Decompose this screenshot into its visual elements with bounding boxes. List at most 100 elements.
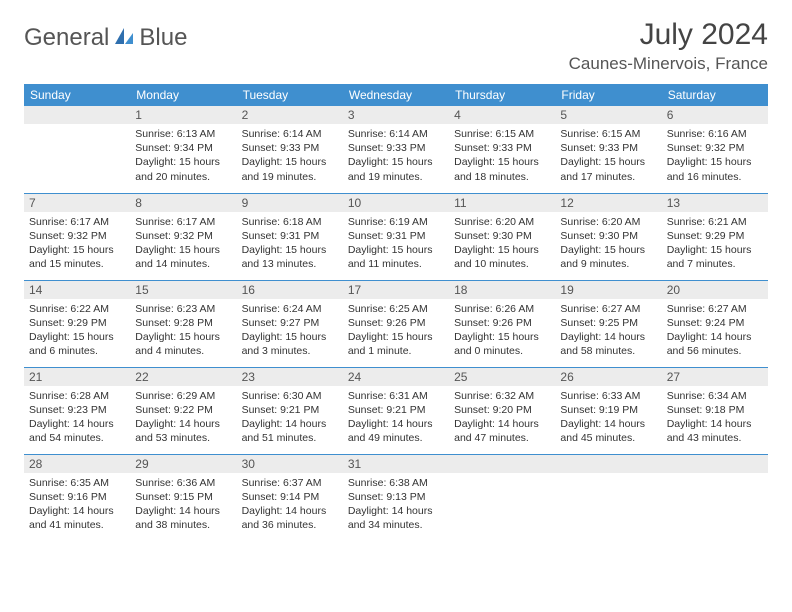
sunset-line: Sunset: 9:24 PM bbox=[667, 316, 763, 330]
daylight-line: Daylight: 15 hours and 0 minutes. bbox=[454, 330, 550, 358]
sunset-line: Sunset: 9:33 PM bbox=[348, 141, 444, 155]
day-body: Sunrise: 6:28 AMSunset: 9:23 PMDaylight:… bbox=[24, 386, 130, 450]
day-body: Sunrise: 6:16 AMSunset: 9:32 PMDaylight:… bbox=[662, 124, 768, 188]
day-number: 3 bbox=[343, 106, 449, 124]
sunrise-line: Sunrise: 6:14 AM bbox=[242, 127, 338, 141]
sunrise-line: Sunrise: 6:20 AM bbox=[560, 215, 656, 229]
calendar-cell: 29Sunrise: 6:36 AMSunset: 9:15 PMDayligh… bbox=[130, 454, 236, 541]
calendar-cell: 25Sunrise: 6:32 AMSunset: 9:20 PMDayligh… bbox=[449, 367, 555, 454]
sunset-line: Sunset: 9:16 PM bbox=[29, 490, 125, 504]
day-body: Sunrise: 6:24 AMSunset: 9:27 PMDaylight:… bbox=[237, 299, 343, 363]
daylight-line: Daylight: 15 hours and 6 minutes. bbox=[29, 330, 125, 358]
calendar-cell: 30Sunrise: 6:37 AMSunset: 9:14 PMDayligh… bbox=[237, 454, 343, 541]
sail-icon bbox=[113, 26, 135, 51]
day-number: 17 bbox=[343, 281, 449, 299]
day-body: Sunrise: 6:25 AMSunset: 9:26 PMDaylight:… bbox=[343, 299, 449, 363]
calendar-cell: 9Sunrise: 6:18 AMSunset: 9:31 PMDaylight… bbox=[237, 193, 343, 280]
calendar-cell: 8Sunrise: 6:17 AMSunset: 9:32 PMDaylight… bbox=[130, 193, 236, 280]
day-body: Sunrise: 6:34 AMSunset: 9:18 PMDaylight:… bbox=[662, 386, 768, 450]
day-body: Sunrise: 6:20 AMSunset: 9:30 PMDaylight:… bbox=[449, 212, 555, 276]
day-number: 5 bbox=[555, 106, 661, 124]
day-number: 30 bbox=[237, 455, 343, 473]
day-number: 10 bbox=[343, 194, 449, 212]
daylight-line: Daylight: 15 hours and 16 minutes. bbox=[667, 155, 763, 183]
calendar-cell: 2Sunrise: 6:14 AMSunset: 9:33 PMDaylight… bbox=[237, 106, 343, 193]
daylight-line: Daylight: 14 hours and 43 minutes. bbox=[667, 417, 763, 445]
sunrise-line: Sunrise: 6:13 AM bbox=[135, 127, 231, 141]
day-number: 6 bbox=[662, 106, 768, 124]
day-body: Sunrise: 6:29 AMSunset: 9:22 PMDaylight:… bbox=[130, 386, 236, 450]
sunset-line: Sunset: 9:14 PM bbox=[242, 490, 338, 504]
daylight-line: Daylight: 15 hours and 11 minutes. bbox=[348, 243, 444, 271]
day-body: Sunrise: 6:27 AMSunset: 9:24 PMDaylight:… bbox=[662, 299, 768, 363]
calendar-cell: 27Sunrise: 6:34 AMSunset: 9:18 PMDayligh… bbox=[662, 367, 768, 454]
weekday-header: Tuesday bbox=[237, 84, 343, 106]
sunrise-line: Sunrise: 6:31 AM bbox=[348, 389, 444, 403]
day-number bbox=[662, 455, 768, 473]
day-body: Sunrise: 6:17 AMSunset: 9:32 PMDaylight:… bbox=[24, 212, 130, 276]
sunrise-line: Sunrise: 6:29 AM bbox=[135, 389, 231, 403]
sunset-line: Sunset: 9:21 PM bbox=[348, 403, 444, 417]
calendar-cell: 14Sunrise: 6:22 AMSunset: 9:29 PMDayligh… bbox=[24, 280, 130, 367]
day-body: Sunrise: 6:15 AMSunset: 9:33 PMDaylight:… bbox=[555, 124, 661, 188]
daylight-line: Daylight: 15 hours and 13 minutes. bbox=[242, 243, 338, 271]
sunset-line: Sunset: 9:26 PM bbox=[454, 316, 550, 330]
daylight-line: Daylight: 14 hours and 54 minutes. bbox=[29, 417, 125, 445]
day-number: 11 bbox=[449, 194, 555, 212]
day-number: 2 bbox=[237, 106, 343, 124]
sunset-line: Sunset: 9:13 PM bbox=[348, 490, 444, 504]
calendar-cell bbox=[449, 454, 555, 541]
calendar-cell: 17Sunrise: 6:25 AMSunset: 9:26 PMDayligh… bbox=[343, 280, 449, 367]
calendar-row: 7Sunrise: 6:17 AMSunset: 9:32 PMDaylight… bbox=[24, 193, 768, 280]
sunrise-line: Sunrise: 6:22 AM bbox=[29, 302, 125, 316]
sunrise-line: Sunrise: 6:19 AM bbox=[348, 215, 444, 229]
day-body: Sunrise: 6:35 AMSunset: 9:16 PMDaylight:… bbox=[24, 473, 130, 537]
day-body: Sunrise: 6:20 AMSunset: 9:30 PMDaylight:… bbox=[555, 212, 661, 276]
sunrise-line: Sunrise: 6:38 AM bbox=[348, 476, 444, 490]
calendar-cell: 7Sunrise: 6:17 AMSunset: 9:32 PMDaylight… bbox=[24, 193, 130, 280]
day-number: 21 bbox=[24, 368, 130, 386]
calendar-cell: 3Sunrise: 6:14 AMSunset: 9:33 PMDaylight… bbox=[343, 106, 449, 193]
day-number: 12 bbox=[555, 194, 661, 212]
calendar-table: Sunday Monday Tuesday Wednesday Thursday… bbox=[24, 84, 768, 541]
sunset-line: Sunset: 9:18 PM bbox=[667, 403, 763, 417]
sunset-line: Sunset: 9:32 PM bbox=[29, 229, 125, 243]
calendar-cell: 19Sunrise: 6:27 AMSunset: 9:25 PMDayligh… bbox=[555, 280, 661, 367]
daylight-line: Daylight: 14 hours and 38 minutes. bbox=[135, 504, 231, 532]
sunset-line: Sunset: 9:20 PM bbox=[454, 403, 550, 417]
sunset-line: Sunset: 9:33 PM bbox=[560, 141, 656, 155]
sunset-line: Sunset: 9:21 PM bbox=[242, 403, 338, 417]
day-number: 19 bbox=[555, 281, 661, 299]
sunset-line: Sunset: 9:26 PM bbox=[348, 316, 444, 330]
daylight-line: Daylight: 15 hours and 3 minutes. bbox=[242, 330, 338, 358]
sunrise-line: Sunrise: 6:28 AM bbox=[29, 389, 125, 403]
calendar-cell: 16Sunrise: 6:24 AMSunset: 9:27 PMDayligh… bbox=[237, 280, 343, 367]
day-body: Sunrise: 6:17 AMSunset: 9:32 PMDaylight:… bbox=[130, 212, 236, 276]
sunset-line: Sunset: 9:25 PM bbox=[560, 316, 656, 330]
daylight-line: Daylight: 14 hours and 53 minutes. bbox=[135, 417, 231, 445]
daylight-line: Daylight: 15 hours and 15 minutes. bbox=[29, 243, 125, 271]
sunset-line: Sunset: 9:32 PM bbox=[135, 229, 231, 243]
sunrise-line: Sunrise: 6:37 AM bbox=[242, 476, 338, 490]
calendar-cell: 11Sunrise: 6:20 AMSunset: 9:30 PMDayligh… bbox=[449, 193, 555, 280]
sunset-line: Sunset: 9:29 PM bbox=[29, 316, 125, 330]
daylight-line: Daylight: 15 hours and 19 minutes. bbox=[348, 155, 444, 183]
sunrise-line: Sunrise: 6:36 AM bbox=[135, 476, 231, 490]
sunset-line: Sunset: 9:30 PM bbox=[560, 229, 656, 243]
sunset-line: Sunset: 9:31 PM bbox=[242, 229, 338, 243]
calendar-cell: 15Sunrise: 6:23 AMSunset: 9:28 PMDayligh… bbox=[130, 280, 236, 367]
header: General Blue July 2024 Caunes-Minervois,… bbox=[24, 18, 768, 74]
sunrise-line: Sunrise: 6:20 AM bbox=[454, 215, 550, 229]
daylight-line: Daylight: 15 hours and 10 minutes. bbox=[454, 243, 550, 271]
day-body: Sunrise: 6:19 AMSunset: 9:31 PMDaylight:… bbox=[343, 212, 449, 276]
day-body: Sunrise: 6:26 AMSunset: 9:26 PMDaylight:… bbox=[449, 299, 555, 363]
weekday-header: Monday bbox=[130, 84, 236, 106]
calendar-cell: 26Sunrise: 6:33 AMSunset: 9:19 PMDayligh… bbox=[555, 367, 661, 454]
calendar-row: 1Sunrise: 6:13 AMSunset: 9:34 PMDaylight… bbox=[24, 106, 768, 193]
sunrise-line: Sunrise: 6:23 AM bbox=[135, 302, 231, 316]
day-number: 15 bbox=[130, 281, 236, 299]
day-body: Sunrise: 6:21 AMSunset: 9:29 PMDaylight:… bbox=[662, 212, 768, 276]
sunset-line: Sunset: 9:27 PM bbox=[242, 316, 338, 330]
weekday-header: Friday bbox=[555, 84, 661, 106]
sunset-line: Sunset: 9:29 PM bbox=[667, 229, 763, 243]
